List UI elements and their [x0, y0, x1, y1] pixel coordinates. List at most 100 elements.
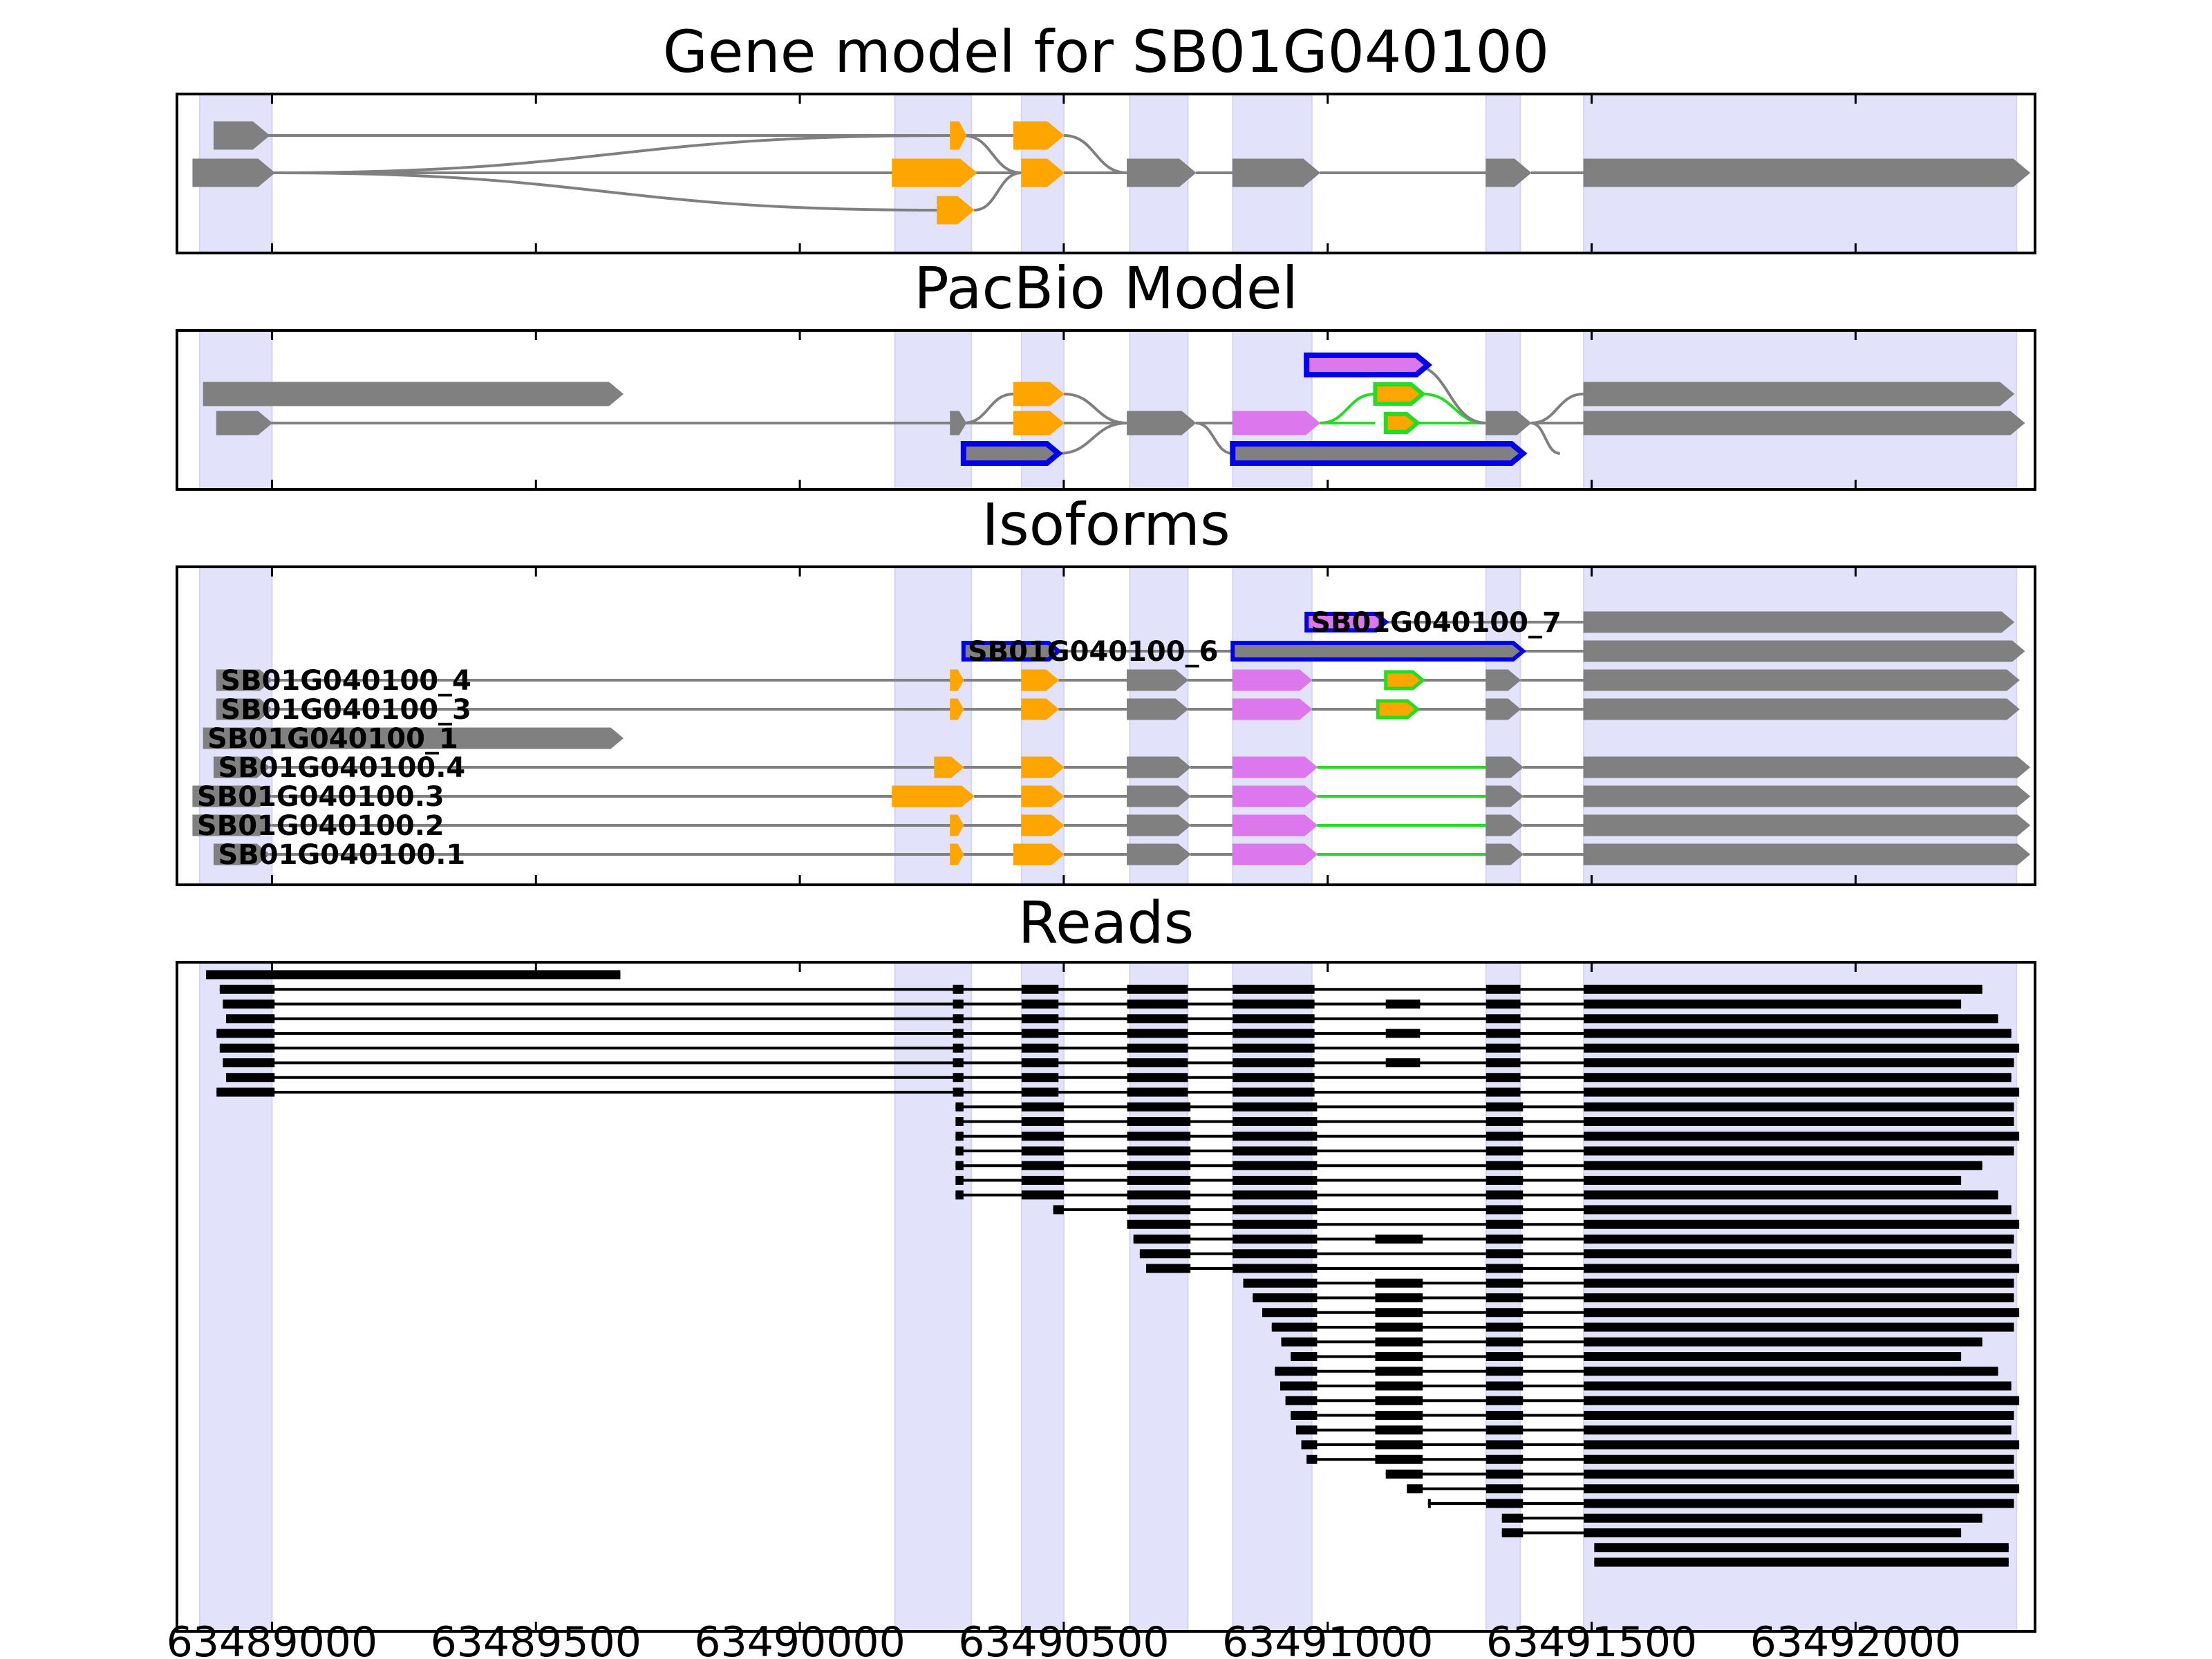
- read-block: [1127, 1043, 1188, 1053]
- read-block: [223, 1000, 275, 1009]
- panel-title-isoforms: Isoforms: [982, 491, 1230, 559]
- read-block: [1375, 1425, 1423, 1435]
- read: [1291, 1411, 2014, 1420]
- read-block: [1485, 1190, 1524, 1200]
- read: [955, 1190, 1998, 1200]
- isoform-label: SB01G040100.1: [218, 839, 465, 871]
- isoform-label: SB01G040100.3: [197, 781, 444, 813]
- read-block: [1127, 1132, 1191, 1141]
- exon-block: [892, 158, 977, 187]
- read-block: [1232, 984, 1315, 994]
- read-block: [1021, 1073, 1059, 1082]
- read-block: [953, 1087, 964, 1097]
- read: [219, 1043, 2020, 1053]
- read: [1301, 1440, 2020, 1450]
- read-block: [1375, 1381, 1423, 1391]
- isoform-label: SB01G040100_4: [221, 665, 471, 697]
- read-block: [1584, 1367, 1998, 1376]
- exon-block: [1232, 698, 1313, 720]
- exon-block: [1127, 814, 1191, 836]
- splice-edge: [963, 134, 1022, 174]
- isoform-row: SB01G040100.1: [213, 839, 2031, 871]
- exon-block: [203, 727, 624, 749]
- read-block: [1584, 1161, 1983, 1170]
- panel-title-pacbio: PacBio Model: [914, 254, 1298, 322]
- exon-block: [950, 698, 964, 720]
- read-block: [1584, 1411, 2014, 1420]
- exon-block: [1021, 698, 1060, 720]
- isoform-row: SB01G040100.4: [213, 752, 2031, 784]
- splice-edge: [1530, 422, 1561, 455]
- isoform-row: SB01G040100.3: [192, 781, 2031, 813]
- read-block: [1584, 1337, 1983, 1347]
- panel-reads: [176, 961, 2036, 1633]
- read: [1053, 1205, 2012, 1215]
- exon-block: [1232, 814, 1318, 836]
- read-block: [1133, 1235, 1191, 1244]
- read: [1306, 1454, 2014, 1464]
- read-block: [1584, 1528, 1962, 1537]
- isoform-label: SB01G040100.2: [197, 810, 444, 842]
- exon-block: [950, 814, 964, 836]
- read-block: [1306, 1454, 1318, 1464]
- read-block: [1584, 1014, 1998, 1024]
- splice-edge: [1195, 422, 1233, 455]
- read-block: [1485, 1381, 1524, 1391]
- read-block: [1243, 1278, 1318, 1288]
- exon-block: [1485, 698, 1521, 720]
- read: [1291, 1352, 1962, 1361]
- exon-block: [213, 121, 270, 150]
- read-block: [1584, 1440, 2020, 1450]
- read-block: [955, 1132, 964, 1141]
- exon-block: [192, 158, 276, 187]
- read-block: [1232, 1029, 1315, 1038]
- exon-block: [1127, 158, 1197, 187]
- exon-block: [892, 785, 975, 807]
- exon-block: [1230, 641, 1526, 662]
- read-block: [1021, 1132, 1064, 1141]
- read: [955, 1132, 2020, 1141]
- read: [223, 1000, 1962, 1009]
- read-block: [1485, 1308, 1524, 1318]
- isoform-row: SB01G040100.2: [192, 810, 2031, 842]
- exon-block: [1583, 158, 2031, 187]
- exon-block: [1583, 843, 2031, 865]
- exon-block: [1485, 411, 1532, 435]
- read-block: [1021, 1161, 1064, 1170]
- read-block: [1385, 1058, 1421, 1067]
- exon-block: [1485, 814, 1524, 836]
- exon-block: [1232, 669, 1313, 691]
- read-block: [1127, 1029, 1188, 1038]
- read-block: [953, 1043, 964, 1053]
- isoform-row: SB01G040100_4: [216, 665, 2020, 697]
- read-block: [1485, 1278, 1524, 1288]
- read: [955, 1146, 2014, 1156]
- read: [223, 1058, 2014, 1067]
- read-block: [1584, 1146, 2014, 1156]
- read-block: [1127, 1219, 1191, 1229]
- read-block: [1280, 1381, 1318, 1391]
- read: [1594, 1543, 2009, 1553]
- panel-pacbio-model: [176, 329, 2036, 491]
- read-block: [1285, 1396, 1318, 1405]
- exon-block: [937, 196, 975, 225]
- read: [955, 1102, 2014, 1112]
- shaded-region: [198, 330, 273, 490]
- read-block: [1021, 1190, 1064, 1200]
- exon-block: [950, 411, 967, 435]
- read-block: [1232, 1102, 1318, 1112]
- read: [1285, 1396, 2020, 1405]
- exon-block: [1583, 611, 2015, 633]
- panel-isoforms: SB01G040100_7SB01G040100_6SB01G040100_4S…: [176, 565, 2036, 886]
- exon-block: [961, 641, 1062, 662]
- exon-block: [1583, 785, 2031, 807]
- panel-frame: [176, 93, 2036, 254]
- exon-block: [1021, 785, 1065, 807]
- shaded-region: [1583, 330, 2018, 490]
- read-block: [955, 1161, 964, 1170]
- isoform-label: SB01G040100_1: [207, 723, 458, 755]
- read-block: [223, 1058, 275, 1067]
- exon-block: [1013, 121, 1065, 150]
- read-block: [1232, 1014, 1315, 1024]
- exon-block: [1021, 158, 1065, 187]
